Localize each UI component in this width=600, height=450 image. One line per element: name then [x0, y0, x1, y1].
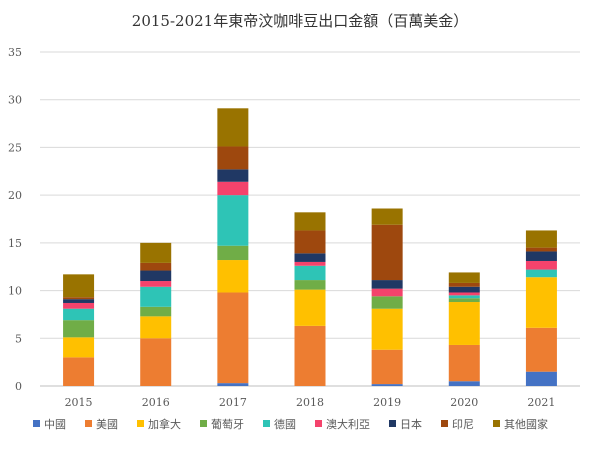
bar-segment — [294, 212, 326, 231]
bar-segment — [63, 337, 95, 358]
bar-segment — [217, 181, 249, 196]
bar-segment — [448, 381, 480, 386]
x-tick-label: 2017 — [219, 396, 247, 409]
bar-segment — [140, 262, 172, 271]
bar-segment — [371, 288, 403, 297]
bar-segment — [294, 253, 326, 262]
bar-segment — [217, 245, 249, 261]
bar-segment — [63, 302, 95, 309]
bar-segment — [448, 295, 480, 299]
bar-segment — [294, 265, 326, 281]
bar-segment — [140, 338, 172, 386]
legend-swatch — [33, 420, 40, 427]
bar-segment — [217, 195, 249, 246]
bar-segment — [294, 230, 326, 254]
bar-segment — [294, 261, 326, 266]
bar-segment — [140, 270, 172, 282]
bar-segment — [525, 277, 557, 328]
bar-segment — [525, 260, 557, 270]
bar-segment — [371, 308, 403, 350]
bar-segment — [448, 298, 480, 303]
x-tick-label: 2015 — [65, 396, 93, 409]
bar-segment — [217, 169, 249, 182]
bar-segment — [63, 299, 95, 303]
bar-segment — [371, 280, 403, 289]
legend-label: 葡萄牙 — [211, 418, 244, 431]
legend-label: 美國 — [96, 418, 118, 431]
x-tick-label: 2018 — [296, 396, 324, 409]
chart-title: 2015-2021年東帝汶咖啡豆出口金額（百萬美金） — [132, 12, 468, 30]
x-tick-label: 2016 — [142, 396, 170, 409]
y-tick-label: 10 — [8, 285, 22, 298]
legend-swatch — [441, 420, 448, 427]
bar-segment — [448, 286, 480, 293]
legend-swatch — [315, 420, 322, 427]
bar-segment — [371, 384, 403, 386]
bar-segment — [217, 260, 249, 293]
bar-segment — [448, 272, 480, 283]
legend-label: 加拿大 — [148, 417, 181, 431]
bar-segment — [217, 383, 249, 386]
x-tick-label: 2019 — [373, 396, 401, 409]
legend-swatch — [263, 420, 270, 427]
bar-segment — [63, 308, 95, 321]
bar-segment — [448, 282, 480, 287]
bar-segment — [525, 251, 557, 261]
bar-segment — [294, 325, 326, 386]
legend-label: 德國 — [274, 417, 296, 431]
y-axis-ticks: 0 5 10 15 20 25 30 35 — [8, 46, 22, 393]
bar-segment — [140, 316, 172, 339]
bar-segment — [371, 224, 403, 281]
bar-segment — [525, 371, 557, 386]
bar-segment — [525, 247, 557, 252]
legend-swatch — [389, 420, 396, 427]
bar-segment — [140, 286, 172, 307]
legend-swatch — [200, 420, 207, 427]
legend-swatch — [85, 420, 92, 427]
x-tick-label: 2020 — [450, 396, 478, 409]
legend: 中國 美國 加拿大 葡萄牙 德國 澳大利亞 日本 印尼 其他國家 — [33, 417, 548, 431]
bar-segment — [371, 296, 403, 309]
bar-segment — [217, 108, 249, 147]
legend-swatch — [137, 420, 144, 427]
x-axis-ticks: 2015 2016 2017 2018 2019 2020 2021 — [65, 396, 556, 409]
bar-segment — [63, 274, 95, 298]
bar-segment — [63, 297, 95, 300]
y-tick-label: 0 — [15, 380, 22, 393]
bar-segment — [140, 242, 172, 263]
bar-segment — [448, 302, 480, 345]
bar-segment — [63, 357, 95, 386]
legend-label: 日本 — [400, 417, 422, 431]
legend-label: 中國 — [44, 418, 66, 431]
bar-segment — [525, 327, 557, 372]
bar-segment — [217, 292, 249, 384]
bar-segment — [448, 344, 480, 382]
bar-segment — [217, 146, 249, 170]
legend-label: 印尼 — [452, 418, 474, 431]
bar-segment — [140, 306, 172, 317]
bar-segment — [294, 280, 326, 290]
y-tick-label: 25 — [8, 141, 22, 154]
legend-swatch — [493, 420, 500, 427]
bar-segment — [140, 281, 172, 287]
bar-segment — [371, 208, 403, 225]
legend-label: 其他國家 — [504, 417, 548, 431]
y-tick-label: 20 — [8, 189, 22, 202]
bar-segment — [63, 320, 95, 338]
x-tick-label: 2021 — [527, 396, 555, 409]
y-tick-label: 30 — [8, 94, 22, 107]
bar-segment — [525, 269, 557, 278]
bar-segment — [525, 230, 557, 248]
y-tick-label: 5 — [15, 332, 22, 345]
bar-segment — [371, 349, 403, 385]
legend-label: 澳大利亞 — [326, 417, 370, 431]
y-tick-label: 35 — [8, 46, 22, 59]
bars — [63, 108, 557, 386]
bar-segment — [294, 289, 326, 326]
y-tick-label: 15 — [8, 237, 22, 250]
bar-segment — [448, 292, 480, 296]
